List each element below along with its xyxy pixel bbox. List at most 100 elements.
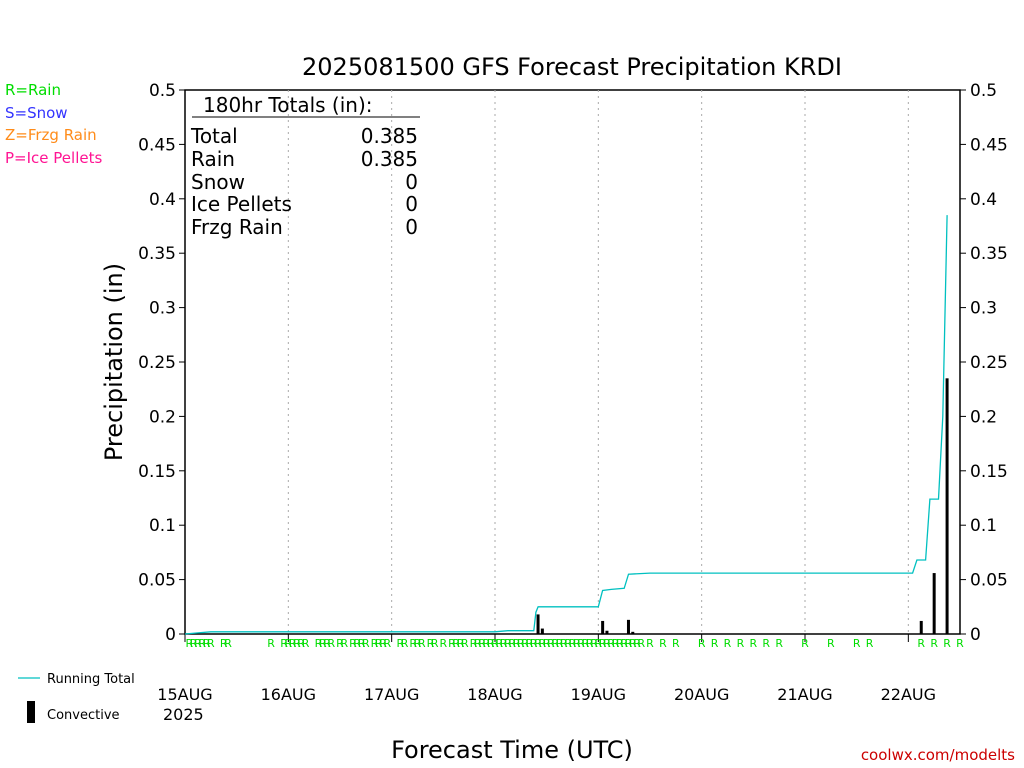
rain-marker: R (427, 637, 435, 650)
rain-marker: R (418, 637, 426, 650)
rain-marker: R (362, 637, 370, 650)
convective-bar (605, 630, 609, 634)
rain-marker: R (207, 637, 215, 650)
totals-label-ice-pellets: Ice Pellets (191, 192, 292, 216)
rain-marker: R (289, 637, 297, 650)
rain-marker: R (198, 637, 206, 650)
rain-marker: R (431, 637, 439, 650)
running-total-line (184, 215, 948, 635)
rain-marker: R (762, 637, 770, 650)
rain-marker: R (539, 637, 547, 650)
rain-marker: R (336, 637, 344, 650)
rain-marker: R (517, 637, 525, 650)
rain-marker: R (379, 637, 387, 650)
y-tick-label-right: 0 (970, 625, 981, 645)
totals-value-frzg-rain: 0 (405, 215, 418, 239)
rain-marker: R (340, 637, 348, 650)
rain-marker: R (353, 637, 361, 650)
rain-marker: R (319, 637, 327, 650)
rain-marker: R (461, 637, 469, 650)
rain-marker: R (612, 637, 620, 650)
rain-marker: R (590, 637, 598, 650)
rain-marker: R (440, 637, 448, 650)
rain-marker: R (956, 637, 964, 650)
convective-bar (932, 573, 936, 634)
rain-marker: R (495, 637, 503, 650)
rain-marker: R (328, 637, 336, 650)
y-tick-label-right: 0.25 (970, 353, 1008, 373)
rain-marker: R (483, 637, 491, 650)
rain-marker: R (917, 637, 925, 650)
rain-marker: R (508, 637, 516, 650)
rain-marker: R (267, 637, 275, 650)
x-tick-label: 20AUG (674, 685, 729, 704)
legend-convective-label: Convective (47, 708, 120, 723)
y-tick-label-left: 0.1 (149, 516, 176, 536)
rain-marker: R (293, 637, 301, 650)
rain-marker: R (384, 637, 392, 650)
rain-marker: R (414, 637, 422, 650)
legend-running-total-label: Running Total (47, 672, 135, 687)
rain-marker: R (560, 637, 568, 650)
y-tick-label-left: 0.15 (138, 462, 176, 482)
rain-marker: R (371, 637, 379, 650)
rain-marker: R (629, 637, 637, 650)
y-tick-label-right: 0.05 (970, 571, 1008, 591)
plot-frame (184, 89, 961, 635)
x-tick-label: 19AUG (571, 685, 626, 704)
rain-marker: R (853, 637, 861, 650)
rain-marker: R (500, 637, 508, 650)
y-tick-label-right: 0.35 (970, 244, 1008, 264)
rain-marker: R (478, 637, 486, 650)
rain-marker: R (521, 637, 529, 650)
totals-value-snow: 0 (405, 170, 418, 194)
convective-bar (536, 614, 540, 634)
rain-marker: R (375, 637, 383, 650)
y-tick-label-left: 0.25 (138, 353, 176, 373)
y-tick-label-right: 0.3 (970, 299, 997, 319)
rain-marker: R (556, 637, 564, 650)
rain-marker: R (827, 637, 835, 650)
convective-bar (626, 619, 630, 634)
legend-rain: R=Rain (5, 81, 61, 99)
legend-ice-pellets: P=Ice Pellets (5, 149, 103, 167)
totals-label-snow: Snow (191, 170, 245, 194)
chart-title: 2025081500 GFS Forecast Precipitation KR… (302, 53, 842, 81)
legend-frzg-rain: Z=Frzg Rain (5, 126, 97, 144)
rain-marker: R (625, 637, 633, 650)
y-tick-label-left: 0.35 (138, 244, 176, 264)
rain-marker: R (396, 637, 404, 650)
rain-marker: R (504, 637, 512, 650)
rain-marker: R (646, 637, 654, 650)
rain-marker: R (315, 637, 323, 650)
y-tick-label-right: 0.1 (970, 516, 997, 536)
rain-marker: R (633, 637, 641, 650)
y-tick-label-right: 0.4 (970, 190, 997, 210)
convective-bar (945, 378, 949, 634)
rain-marker: R (457, 637, 465, 650)
rain-marker: R (401, 637, 409, 650)
rain-marker: R (203, 637, 211, 650)
totals-heading: 180hr Totals (in): (203, 93, 373, 117)
rain-marker: R (302, 637, 310, 650)
y-tick-label-right: 0.2 (970, 407, 997, 427)
rain-marker: R (616, 637, 624, 650)
credit-text: coolwx.com/modelts (861, 746, 1015, 764)
rain-marker: R (297, 637, 305, 650)
rain-marker: R (750, 637, 758, 650)
rain-marker: R (672, 637, 680, 650)
rain-marker: R (530, 637, 538, 650)
y-tick-label-left: 0.05 (138, 571, 176, 591)
rain-marker: R (409, 637, 417, 650)
x-tick-label: 16AUG (261, 685, 316, 704)
rain-marker: R (551, 637, 559, 650)
rain-marker: R (607, 637, 615, 650)
y-tick-label-right: 0.5 (970, 81, 997, 101)
rain-marker: R (599, 637, 607, 650)
rain-marker: R (323, 637, 331, 650)
rain-marker: R (534, 637, 542, 650)
rain-marker: R (659, 637, 667, 650)
rain-marker: R (543, 637, 551, 650)
totals-box: 180hr Totals (in): Total 0.385 Rain 0.38… (190, 93, 420, 239)
